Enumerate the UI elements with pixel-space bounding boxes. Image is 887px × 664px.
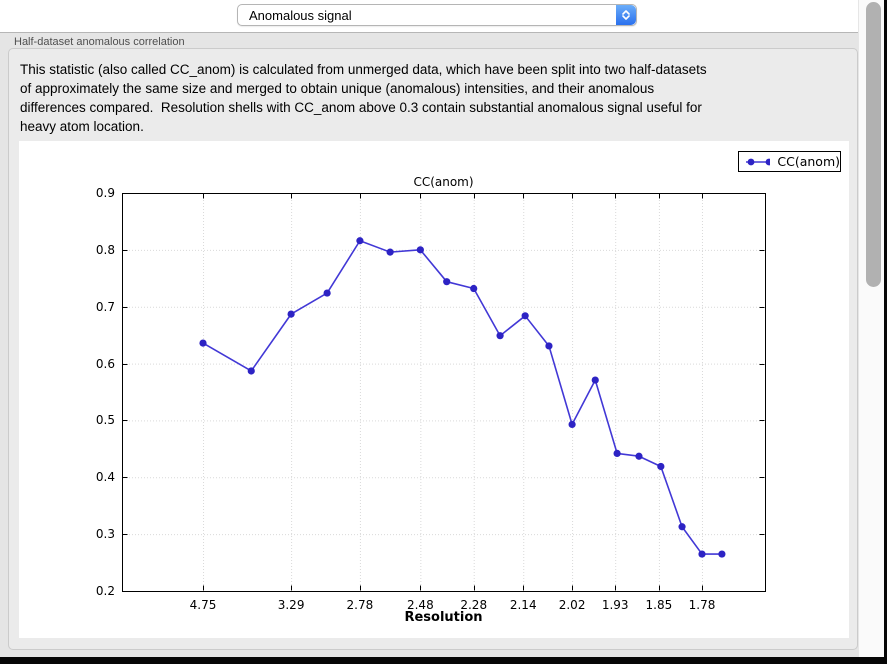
data-point (496, 332, 504, 340)
section-title: Half-dataset anomalous correlation (14, 36, 185, 48)
scrollbar-thumb[interactable] (866, 2, 881, 287)
data-point (323, 289, 331, 297)
x-tick-label: 2.78 (346, 598, 374, 612)
legend-line-marker-icon (746, 158, 771, 165)
data-point (443, 278, 451, 286)
x-tick-label: 2.28 (460, 598, 488, 612)
data-point (199, 339, 207, 347)
divider (0, 32, 887, 33)
data-point (613, 449, 621, 458)
topbar: Anomalous signal (0, 0, 887, 32)
data-point (416, 246, 424, 254)
data-point (470, 284, 478, 293)
dropdown-stepper-icon[interactable] (616, 5, 636, 25)
y-tick-label: 0.8 (95, 242, 115, 257)
data-point (521, 312, 529, 320)
data-point (591, 376, 599, 384)
description-line: differences compared. Resolution shells … (20, 100, 702, 115)
y-tick-label: 0.9 (95, 186, 115, 200)
x-tick-label: 2.02 (558, 598, 586, 612)
x-tick-label: 1.85 (645, 598, 673, 612)
data-point (698, 550, 706, 558)
data-point (678, 523, 686, 531)
x-tick-label: 2.48 (406, 598, 434, 612)
plot-frame (122, 193, 766, 592)
chevron-up-icon (622, 10, 630, 15)
x-tick-label: 1.93 (601, 598, 629, 612)
data-point (635, 452, 643, 460)
window-frame-bottom (0, 657, 887, 664)
x-axis-label: Resolution (404, 610, 483, 625)
data-point (287, 310, 295, 318)
y-tick-label: 0.7 (95, 299, 115, 314)
description-text: This statistic (also called CC_anom) is … (20, 60, 850, 136)
data-point (247, 367, 255, 375)
x-tick-label: 4.75 (189, 598, 217, 612)
chevron-down-icon (622, 15, 630, 20)
x-tick-label: 3.29 (277, 598, 305, 612)
x-tick-label: 1.78 (688, 598, 716, 612)
legend: CC(anom) (738, 151, 841, 172)
data-point (657, 462, 665, 471)
y-tick-label: 0.6 (95, 356, 115, 371)
cc-anom-line (202, 239, 722, 555)
window-frame-right (884, 0, 887, 664)
data-point (356, 237, 364, 245)
legend-label: CC(anom) (777, 154, 840, 169)
y-tick-label: 0.3 (95, 527, 115, 542)
plot-selector-value: Anomalous signal (249, 8, 352, 23)
figure-area: CC(anom) Resolution CC(anom) 4.75 3.29 2.7… (19, 141, 849, 638)
y-tick-label: 0.2 (95, 584, 115, 598)
data-point (386, 248, 394, 256)
data-point (545, 342, 553, 350)
description-line: heavy atom location. (20, 119, 144, 134)
scrollbar-track[interactable] (858, 0, 884, 657)
data-point (568, 420, 576, 429)
plot-title: CC(anom) (413, 175, 474, 189)
description-line: of approximately the same size and merge… (20, 81, 655, 96)
description-line: This statistic (also called CC_anom) is … (20, 62, 707, 77)
y-tick-label: 0.5 (95, 413, 115, 428)
plot-selector-dropdown[interactable]: Anomalous signal (237, 4, 637, 26)
y-tick-label: 0.4 (95, 470, 115, 485)
cc-anom-plot (122, 193, 766, 592)
x-tick-label: 2.14 (509, 598, 537, 612)
data-point (718, 550, 726, 558)
